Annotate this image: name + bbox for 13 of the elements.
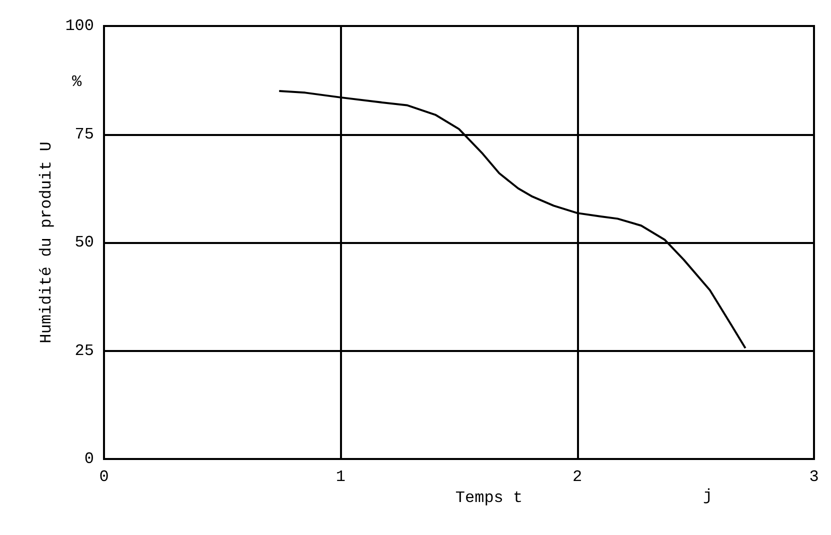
- text: j: [703, 487, 713, 505]
- y-tick-label: 50: [74, 234, 94, 252]
- y-tick-label: 0: [84, 450, 94, 468]
- text: %: [72, 73, 82, 91]
- x-tick-label: 1: [336, 468, 346, 486]
- x-tick-label: 2: [572, 468, 582, 486]
- x-axis-title: Temps t: [455, 488, 523, 507]
- y-tick-label: 75: [74, 125, 94, 144]
- y-tick-label: 25: [74, 342, 94, 360]
- y-axis-title: Humidité du produit U: [37, 142, 56, 344]
- x-tick-label: 3: [809, 468, 819, 486]
- y-tick-label: 100: [65, 17, 94, 35]
- x-tick-label: 0: [99, 468, 109, 486]
